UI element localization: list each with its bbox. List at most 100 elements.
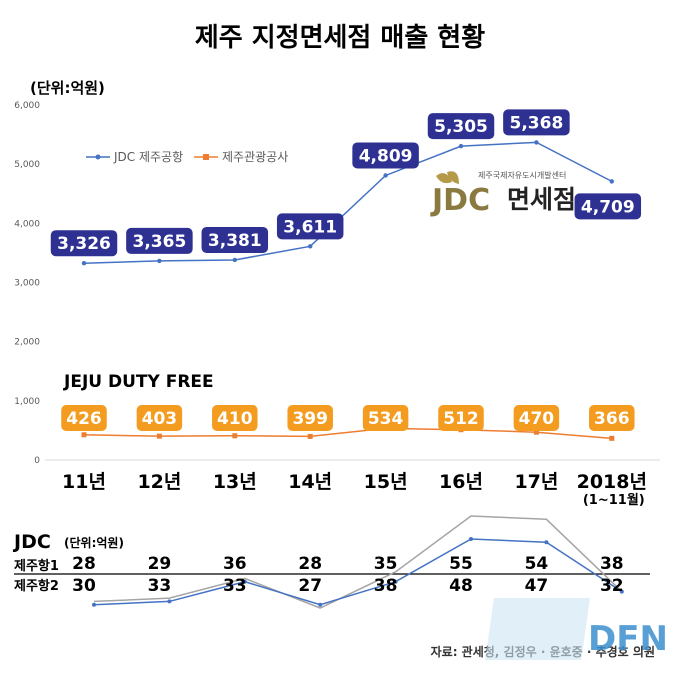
data-label-box <box>50 230 118 257</box>
data-point <box>609 435 615 441</box>
jdc-logo-subtext: 제주국제자유도시개발센터 <box>478 170 566 180</box>
row-value: 28 <box>72 554 96 574</box>
jdc-duty-free-logo: 제주국제자유도시개발센터 JDC 면세점 <box>430 170 576 218</box>
y-tick-label: 4,000 <box>14 219 40 229</box>
x-tick-label: 11년 <box>62 471 106 493</box>
x-tick-sublabel: (1~11월) <box>583 492 645 508</box>
x-tick-label: 2018년 <box>577 471 647 493</box>
main-chart-data-labels: 3,326 3,365 3,381 3,611 4,809 5,305 5,368 4,709… <box>50 109 642 431</box>
data-label-box <box>427 113 495 140</box>
data-label: 3,365 <box>133 232 187 252</box>
row-value: 47 <box>525 576 549 596</box>
row-value: 27 <box>298 576 322 596</box>
watermark-box <box>485 598 590 660</box>
y-tick-label: 3,000 <box>14 279 40 289</box>
legend-marker-jdc <box>95 154 101 160</box>
row-value: 38 <box>374 576 398 596</box>
y-tick-label: 6,000 <box>14 101 40 111</box>
data-point <box>307 433 313 439</box>
data-point <box>458 143 464 149</box>
data-label-box <box>136 405 183 431</box>
data-label: 366 <box>594 409 630 429</box>
data-label-box <box>276 213 344 240</box>
legend-label-jdc: JDC 제주공항 <box>113 150 183 164</box>
series-line-0 <box>83 141 613 264</box>
x-tick-label: 14년 <box>288 471 332 493</box>
data-label: 3,381 <box>208 231 262 251</box>
jeju-duty-free-logo: JEJU DUTY FREE <box>63 372 214 392</box>
data-point <box>534 140 539 145</box>
x-axis-labels: 11년 12년 13년 14년 15년 16년 17년 2018년(1~11월) <box>62 471 647 508</box>
row-value: 29 <box>148 554 172 574</box>
y-axis-ticks: 0 1,000 2,000 3,000 4,000 5,000 6,000 <box>14 101 40 466</box>
y-tick-label: 2,000 <box>14 338 40 348</box>
chart-title: 제주 지정면세점 매출 현황 <box>195 23 485 53</box>
legend: JDC 제주공항 제주관광공사 <box>86 150 288 164</box>
bottom-data-point <box>544 540 549 545</box>
data-label: 3,611 <box>283 217 337 237</box>
bottom-line-gray <box>93 515 623 609</box>
data-point <box>232 257 237 263</box>
bottom-chart-lines <box>92 515 624 609</box>
x-tick-label: 12년 <box>137 471 181 493</box>
data-label-box <box>201 226 269 253</box>
data-label: 5,368 <box>510 113 564 133</box>
x-tick-label: 17년 <box>514 471 558 493</box>
row-value: 36 <box>223 554 247 574</box>
bottom-data-point <box>167 599 172 604</box>
y-tick-label: 0 <box>34 456 40 466</box>
row-value: 32 <box>600 576 624 596</box>
row-value: 30 <box>72 576 96 596</box>
data-point <box>232 433 238 439</box>
x-tick-label: 13년 <box>213 471 257 493</box>
y-tick-label: 1,000 <box>14 397 40 407</box>
data-point <box>81 261 87 266</box>
bottom-data-point <box>393 579 398 584</box>
row-value: 55 <box>449 554 473 574</box>
data-point <box>533 429 539 435</box>
y-tick-label: 5,000 <box>14 160 40 170</box>
row-value: 54 <box>525 554 549 574</box>
jdc-logo-text: JDC <box>430 183 490 218</box>
bottom-data-point <box>619 589 624 594</box>
data-label-box <box>362 405 409 431</box>
x-tick-label: 16년 <box>439 471 483 493</box>
row-value: 35 <box>374 554 398 574</box>
legend-label-jto: 제주관광공사 <box>222 150 288 164</box>
data-point <box>308 244 313 249</box>
jdc-section-unit: (단위:억원) <box>64 535 124 550</box>
data-label: 399 <box>292 409 328 429</box>
data-label-box <box>589 405 635 431</box>
series-line-1 <box>83 427 612 440</box>
data-point <box>383 173 388 178</box>
data-point <box>156 433 162 439</box>
unit-label: (단위:억원) <box>30 79 105 97</box>
data-label-box <box>438 405 484 431</box>
jdc-logo-text-ko: 면세점 <box>507 185 576 214</box>
data-point <box>157 258 162 264</box>
data-label-box <box>126 227 193 254</box>
row-value: 33 <box>223 576 247 596</box>
x-tick-label: 15년 <box>364 471 408 493</box>
bottom-line-blue <box>93 538 623 606</box>
jeju-logo-text: JEJU DUTY FREE <box>63 372 214 392</box>
row-value: 28 <box>298 554 322 574</box>
data-label: 3,326 <box>57 234 111 254</box>
jdc-leaf-icon <box>436 171 459 184</box>
data-label-box <box>503 109 570 136</box>
row-value: 33 <box>148 576 172 596</box>
data-label-box <box>212 405 258 431</box>
data-point <box>609 179 614 184</box>
bottom-data-point <box>469 537 473 541</box>
data-label: 470 <box>519 409 555 429</box>
row-label-port2: 제주항2 <box>14 578 59 594</box>
bottom-chart-values: 28 29 36 28 35 55 54 38 30 33 33 27 38 48 47 32 <box>72 554 623 596</box>
row-value: 38 <box>600 554 624 574</box>
bottom-data-point <box>318 602 323 607</box>
jdc-section-title: JDC <box>12 531 51 553</box>
data-label: 410 <box>217 409 253 429</box>
data-point <box>81 432 87 438</box>
data-label: 534 <box>368 409 404 429</box>
data-label: 5,305 <box>434 117 488 137</box>
